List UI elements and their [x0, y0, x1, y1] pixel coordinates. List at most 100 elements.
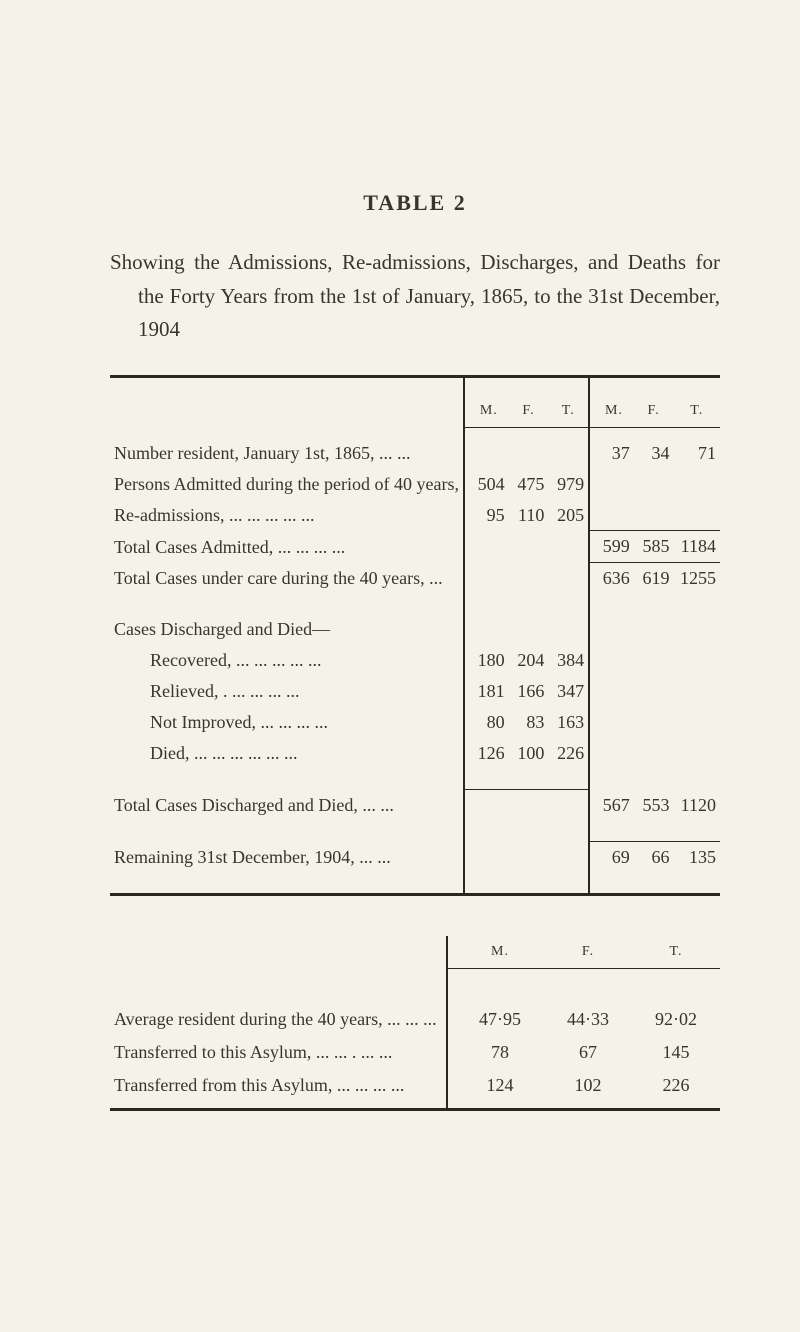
- cell: 44·33: [544, 1003, 632, 1036]
- cell: 1255: [673, 563, 720, 595]
- cell: [589, 469, 634, 500]
- table-row: Transferred to this Asylum, ... ... . ..…: [110, 1036, 720, 1069]
- row-label: Total Cases Discharged and Died, ... ...: [110, 790, 464, 821]
- table-row: Total Cases Discharged and Died, ... ...…: [110, 790, 720, 821]
- spacer: [110, 769, 720, 790]
- row-label: Relieved, . ... ... ... ...: [110, 676, 464, 707]
- document-page: TABLE 2 Showing the Admissions, Re-admis…: [0, 0, 800, 1332]
- col-header-t: T.: [673, 398, 720, 428]
- spacer: [110, 821, 720, 842]
- cell: 83: [509, 707, 549, 738]
- table-row: Relieved, . ... ... ... ... 181 166 347: [110, 676, 720, 707]
- cell: 347: [548, 676, 589, 707]
- subheading-row: Cases Discharged and Died—: [110, 614, 720, 645]
- avg-header-row: M. F. T.: [110, 936, 720, 969]
- header-underline: [110, 427, 720, 438]
- cell: [548, 563, 589, 595]
- cell: [673, 500, 720, 531]
- row-label: Total Cases Admitted, ... ... ... ...: [110, 531, 464, 563]
- cell: [548, 438, 589, 469]
- cell: [548, 790, 589, 821]
- cell: 135: [673, 841, 720, 873]
- subheading: Cases Discharged and Died—: [110, 614, 464, 645]
- row-label: Transferred to this Asylum, ... ... . ..…: [110, 1036, 447, 1069]
- cell: [464, 531, 509, 563]
- cell: 124: [447, 1069, 544, 1110]
- cell: 475: [509, 469, 549, 500]
- col-header-f: F.: [544, 936, 632, 969]
- row-label: Died, ... ... ... ... ... ...: [110, 738, 464, 769]
- cell: [464, 841, 509, 873]
- cell: [634, 500, 674, 531]
- cell: 47·95: [447, 1003, 544, 1036]
- averages-table: M. F. T. Average resident during the 40 …: [110, 936, 720, 1111]
- cell: 166: [509, 676, 549, 707]
- cell: [509, 841, 549, 873]
- cell: 636: [589, 563, 634, 595]
- cell: [589, 500, 634, 531]
- table-row: Total Cases Admitted, ... ... ... ... 59…: [110, 531, 720, 563]
- row-label: Persons Admitted during the period of 40…: [110, 469, 464, 500]
- cell: [509, 438, 549, 469]
- col-header-m: M.: [447, 936, 544, 969]
- cell: 619: [634, 563, 674, 595]
- cell: 78: [447, 1036, 544, 1069]
- table-row: Re-admissions, ... ... ... ... ... 95 11…: [110, 500, 720, 531]
- row-label: Remaining 31st December, 1904, ... ...: [110, 841, 464, 873]
- cell: 180: [464, 645, 509, 676]
- table-row: Persons Admitted during the period of 40…: [110, 469, 720, 500]
- table-row: Recovered, ... ... ... ... ... 180 204 3…: [110, 645, 720, 676]
- col-header-f: F.: [509, 398, 549, 428]
- cell: 1184: [673, 531, 720, 563]
- cell: 204: [509, 645, 549, 676]
- cell: 205: [548, 500, 589, 531]
- cell: 100: [509, 738, 549, 769]
- cell: [548, 841, 589, 873]
- cell: 599: [589, 531, 634, 563]
- cell: 979: [548, 469, 589, 500]
- table-header-row: M. F. T. M. F. T.: [110, 398, 720, 428]
- row-label: Re-admissions, ... ... ... ... ...: [110, 500, 464, 531]
- cell: 181: [464, 676, 509, 707]
- col-header-m: M.: [589, 398, 634, 428]
- cell: 384: [548, 645, 589, 676]
- row-label: Recovered, ... ... ... ... ...: [110, 645, 464, 676]
- cell: 69: [589, 841, 634, 873]
- table-row: Transferred from this Asylum, ... ... ..…: [110, 1069, 720, 1110]
- cell: 110: [509, 500, 549, 531]
- table-row: Remaining 31st December, 1904, ... ... 6…: [110, 841, 720, 873]
- cell: [464, 790, 509, 821]
- spacer: [110, 873, 720, 895]
- table-row: Not Improved, ... ... ... ... 80 83 163: [110, 707, 720, 738]
- cell: [548, 531, 589, 563]
- row-label: Average resident during the 40 years, ..…: [110, 1003, 447, 1036]
- cell: [464, 438, 509, 469]
- cell: 145: [632, 1036, 720, 1069]
- cell: [509, 563, 549, 595]
- cell: 163: [548, 707, 589, 738]
- row-label: Number resident, January 1st, 1865, ... …: [110, 438, 464, 469]
- cell: 67: [544, 1036, 632, 1069]
- cell: [673, 469, 720, 500]
- main-statistics-table: M. F. T. M. F. T. Number resident, Janua…: [110, 375, 720, 896]
- table-row: Total Cases under care during the 40 yea…: [110, 563, 720, 595]
- col-header-m: M.: [464, 398, 509, 428]
- row-label: Transferred from this Asylum, ... ... ..…: [110, 1069, 447, 1110]
- caption-text: Showing the Admissions, Re-admissions, D…: [110, 246, 720, 347]
- cell: 71: [673, 438, 720, 469]
- col-header-f: F.: [634, 398, 674, 428]
- cell: 102: [544, 1069, 632, 1110]
- col-header-t: T.: [548, 398, 589, 428]
- cell: 585: [634, 531, 674, 563]
- cell: 34: [634, 438, 674, 469]
- cell: 92·02: [632, 1003, 720, 1036]
- cell: 567: [589, 790, 634, 821]
- cell: [509, 531, 549, 563]
- cell: 1120: [673, 790, 720, 821]
- table-title: TABLE 2: [110, 190, 720, 216]
- cell: 226: [632, 1069, 720, 1110]
- cell: 95: [464, 500, 509, 531]
- cell: [634, 469, 674, 500]
- cell: 504: [464, 469, 509, 500]
- row-label: Not Improved, ... ... ... ...: [110, 707, 464, 738]
